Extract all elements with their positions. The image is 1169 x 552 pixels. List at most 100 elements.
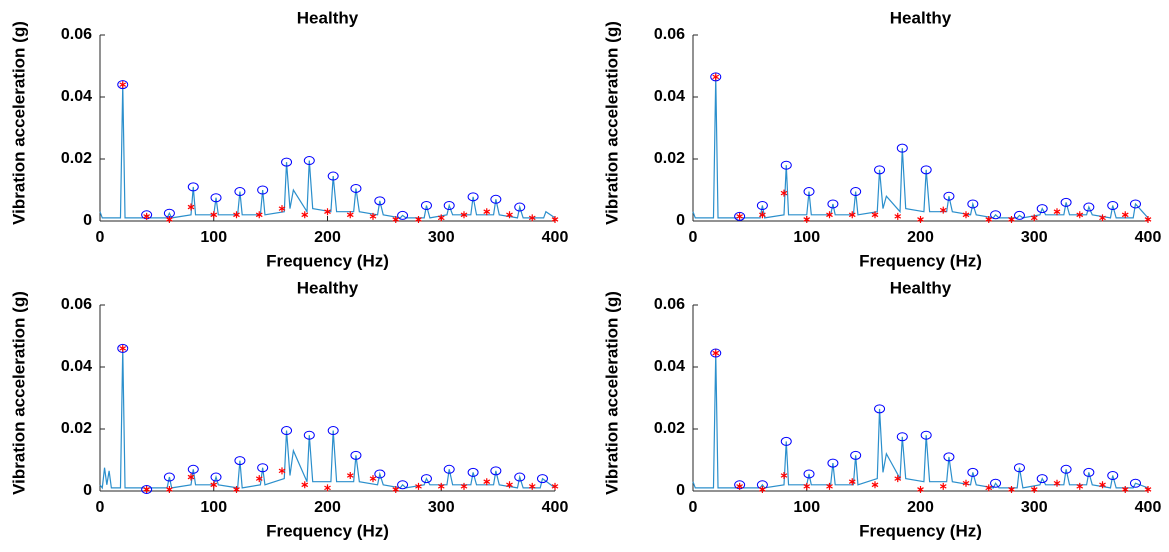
subplot: Healthy Frequency (Hz) Vibration accelerat…	[602, 278, 1161, 540]
y-tick-label: 0.04	[654, 358, 685, 375]
peak-asterisk	[1053, 479, 1061, 487]
chart-title: Healthy	[297, 278, 359, 297]
subplot: Healthy Frequency (Hz) Vibration accelerat…	[9, 278, 568, 540]
x-tick-label: 200	[907, 499, 934, 516]
x-tick-label: 300	[428, 229, 455, 246]
peak-circle	[327, 426, 339, 436]
peak-asterisk	[324, 484, 331, 492]
peak-circle	[374, 469, 386, 479]
x-axis-label: Frequency (Hz)	[266, 251, 389, 270]
peak-circle	[943, 191, 955, 201]
x-axis-label: Frequency (Hz)	[859, 521, 982, 540]
peak-circle	[1060, 464, 1072, 474]
peak-circle	[490, 194, 502, 204]
peak-asterisk	[712, 73, 720, 81]
peak-circle	[117, 343, 129, 353]
subplot: Healthy Frequency (Hz) Vibration accelerat…	[9, 8, 568, 270]
peak-circle	[756, 201, 768, 210]
peak-asterisk	[1121, 211, 1129, 219]
peak-circle	[1107, 201, 1119, 210]
peak-circle	[967, 467, 979, 477]
y-tick-label: 0.02	[654, 150, 685, 167]
peak-asterisk	[1030, 214, 1038, 222]
x-tick-label: 300	[1021, 229, 1048, 246]
peak-asterisk	[346, 472, 354, 479]
peak-circle	[920, 165, 932, 175]
peak-circle	[257, 463, 269, 473]
y-tick-label: 0.02	[61, 420, 92, 437]
peak-circle	[281, 426, 293, 436]
peak-circle	[1083, 467, 1095, 477]
y-tick-label: 0	[83, 212, 92, 229]
peak-circle	[850, 187, 862, 197]
y-tick-label: 0.06	[654, 296, 685, 313]
peak-circle	[350, 450, 362, 460]
peak-circle	[827, 458, 839, 468]
peak-circle	[467, 467, 479, 477]
peak-circle	[990, 210, 1002, 220]
peak-asterisk	[460, 211, 468, 219]
peak-asterisk	[166, 485, 173, 493]
y-tick-label: 0.04	[61, 88, 92, 105]
x-tick-label: 200	[314, 499, 341, 516]
y-tick-label: 0.06	[61, 296, 92, 313]
peak-asterisk	[528, 214, 536, 222]
peak-asterisk	[187, 473, 195, 481]
peak-circle	[303, 156, 315, 166]
peak-asterisk	[894, 475, 902, 483]
peak-asterisk	[255, 211, 263, 219]
peak-circle	[803, 187, 815, 197]
peak-asterisk	[346, 211, 354, 219]
peak-asterisk	[324, 208, 331, 216]
peak-circle	[374, 196, 386, 206]
peak-asterisk	[736, 212, 743, 220]
peak-asterisk	[392, 215, 400, 223]
peak-asterisk	[871, 481, 879, 489]
x-tick-label: 100	[793, 499, 820, 516]
peak-asterisk	[483, 208, 491, 216]
peak-circle	[734, 211, 746, 221]
peak-asterisk	[301, 211, 309, 219]
peak-asterisk	[1008, 485, 1015, 493]
y-tick-label: 0.02	[61, 150, 92, 167]
peak-asterisk	[985, 484, 993, 492]
x-axis-label: Frequency (Hz)	[266, 521, 389, 540]
peak-circle	[514, 202, 526, 212]
peak-circle	[443, 464, 455, 474]
peak-circle	[780, 436, 792, 446]
peak-circle	[710, 348, 722, 358]
peak-asterisk	[1053, 208, 1061, 216]
x-tick-label: 200	[314, 229, 341, 246]
peak-asterisk	[369, 475, 377, 483]
peak-circle	[1129, 199, 1141, 209]
peak-asterisk	[1076, 482, 1084, 490]
peak-asterisk	[803, 482, 811, 490]
peak-asterisk	[736, 482, 743, 490]
y-axis-label: Vibration acceleration (g)	[9, 291, 28, 495]
peak-circle	[710, 72, 722, 82]
peak-asterisk	[415, 482, 422, 490]
peak-asterisk	[780, 189, 788, 197]
peak-asterisk	[712, 349, 720, 357]
peak-asterisk	[278, 205, 286, 213]
peak-asterisk	[848, 478, 856, 486]
spectrum-line	[692, 76, 1149, 219]
peak-circle	[234, 187, 246, 197]
spectrum-line	[99, 84, 556, 219]
peak-asterisk	[301, 481, 309, 489]
x-axis-label: Frequency (Hz)	[859, 251, 982, 270]
y-tick-label: 0.06	[654, 26, 685, 43]
peak-circle	[874, 165, 886, 175]
peak-asterisk	[962, 211, 970, 219]
peak-circle	[1013, 210, 1025, 220]
peak-asterisk	[506, 481, 513, 489]
peak-asterisk	[826, 482, 833, 490]
x-tick-label: 0	[689, 499, 698, 516]
peak-circle	[896, 143, 908, 153]
peak-circle	[397, 480, 409, 490]
peak-asterisk	[210, 481, 218, 489]
y-tick-label: 0.02	[654, 420, 685, 437]
x-tick-label: 0	[689, 229, 698, 246]
peak-circle	[514, 472, 526, 482]
